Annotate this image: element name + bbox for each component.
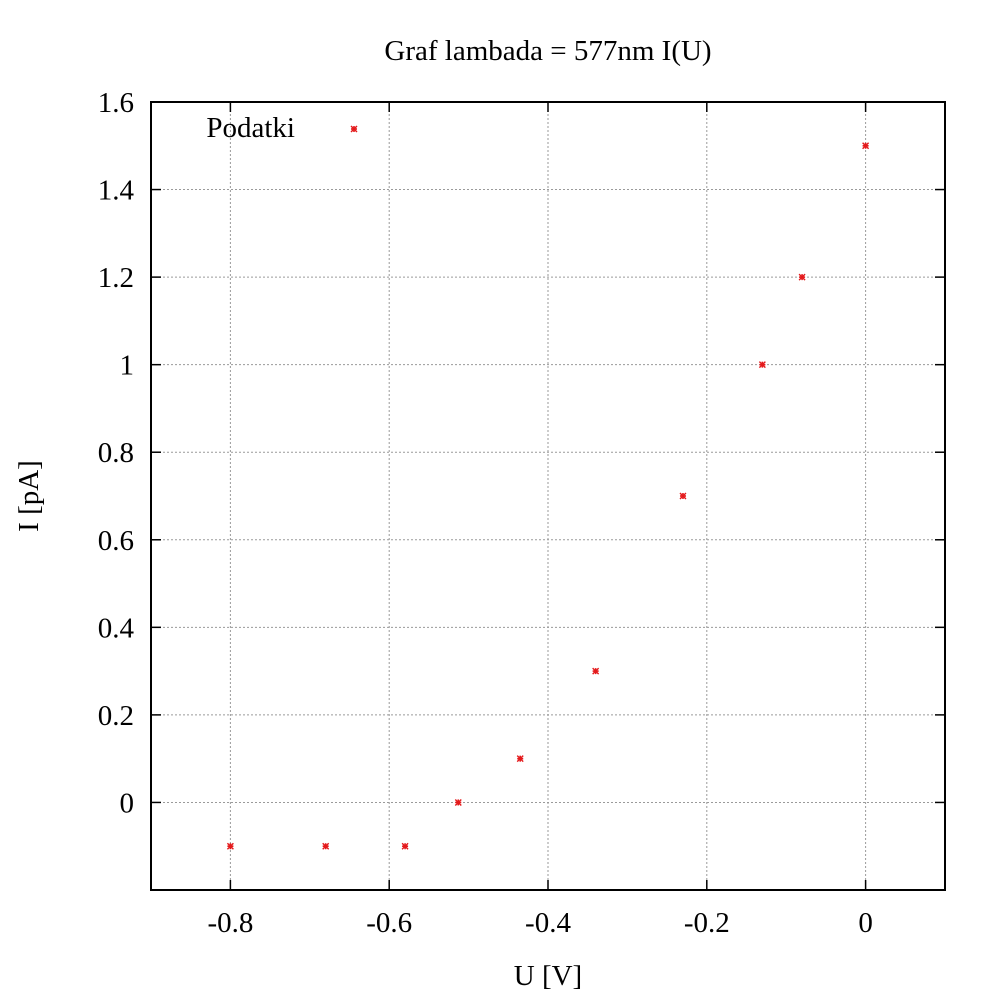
x-tick-label: -0.4 bbox=[525, 907, 571, 939]
legend-marker-symbol bbox=[350, 125, 358, 133]
data-point bbox=[516, 755, 524, 763]
data-points bbox=[226, 142, 870, 850]
data-point bbox=[798, 273, 806, 281]
y-tick-label: 1.2 bbox=[98, 262, 134, 294]
y-tick-label: 1.4 bbox=[98, 175, 135, 207]
data-point bbox=[322, 842, 330, 850]
data-point bbox=[401, 842, 409, 850]
legend-label: Podatki bbox=[206, 112, 295, 144]
data-point bbox=[862, 142, 870, 150]
y-tick-label: 0.6 bbox=[98, 525, 134, 557]
data-point bbox=[226, 842, 234, 850]
y-tick-label: 0.2 bbox=[98, 700, 134, 732]
data-point bbox=[758, 361, 766, 369]
chart-title: Graf lambada = 577nm I(U) bbox=[384, 35, 711, 67]
x-tick-label: 0 bbox=[858, 907, 873, 939]
y-axis-title: I [pA] bbox=[13, 460, 45, 532]
y-tick-label: 1 bbox=[120, 350, 135, 382]
y-tick-label: 0.4 bbox=[98, 612, 135, 644]
grid bbox=[151, 101, 945, 890]
x-tick-label: -0.2 bbox=[684, 907, 730, 939]
legend-marker bbox=[350, 125, 358, 133]
y-tick-label: 1.6 bbox=[98, 87, 134, 119]
data-point bbox=[679, 492, 687, 500]
legend: Podatki bbox=[206, 112, 358, 144]
y-tick-label: 0 bbox=[120, 787, 135, 819]
plot-frame bbox=[150, 101, 946, 891]
y-tick-label: 0.8 bbox=[98, 437, 134, 469]
data-point bbox=[454, 798, 462, 806]
ticks: -0.8 -0.6 -0.4 -0.2 0 0 0.2 0.4 0.6 0.8 1 1.2 1.4 1.6 bbox=[98, 87, 945, 939]
x-axis-title: U [V] bbox=[514, 960, 582, 992]
data-point bbox=[592, 667, 600, 675]
x-tick-label: -0.6 bbox=[366, 907, 412, 939]
x-tick-label: -0.8 bbox=[207, 907, 253, 939]
